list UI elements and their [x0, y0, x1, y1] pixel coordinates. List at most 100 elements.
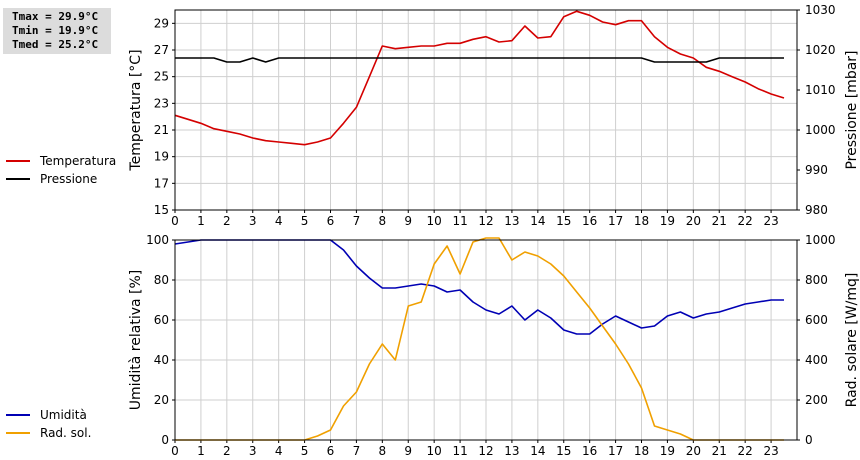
bottom-xtick-label-5: 5: [301, 444, 309, 458]
bottom-xtick-label-21: 21: [712, 444, 727, 458]
bottom-xtick-label-1: 1: [197, 444, 205, 458]
legend-item-pressione: Pressione: [6, 170, 116, 188]
top-ylabel-left: Temperatura [°C]: [128, 49, 144, 171]
bottom-ytick-right-label-4: 800: [805, 273, 828, 287]
bottom-xtick-label-19: 19: [660, 444, 675, 458]
bottom-ytick-left-label-4: 80: [154, 273, 169, 287]
legend-swatch-temperatura: [6, 160, 30, 162]
bottom-xtick-label-3: 3: [249, 444, 257, 458]
bottom-xtick-label-15: 15: [556, 444, 571, 458]
legend-swatch-radsol: [6, 432, 30, 434]
bottom-xtick-label-6: 6: [327, 444, 335, 458]
bottom-xtick-label-23: 23: [763, 444, 778, 458]
top-ytick-left-label-0: 15: [154, 203, 169, 217]
top-ytick-right-label-0: 980: [805, 203, 828, 217]
bottom-ytick-left-label-5: 100: [146, 233, 169, 247]
top-xtick-label-20: 20: [686, 214, 701, 228]
bottom-xtick-label-9: 9: [404, 444, 412, 458]
legend-label-radsol: Rad. sol.: [40, 426, 92, 440]
legend-item-temperatura: Temperatura: [6, 152, 116, 170]
legend-label-temperatura: Temperatura: [40, 154, 117, 168]
top-xtick-label-5: 5: [301, 214, 309, 228]
bottom-ytick-right-label-1: 200: [805, 393, 828, 407]
bottom-ytick-left-label-2: 40: [154, 353, 169, 367]
top-ylabel-right: Pressione [mbar]: [844, 50, 860, 169]
bottom-xtick-label-14: 14: [530, 444, 545, 458]
top-xtick-label-21: 21: [712, 214, 727, 228]
bottom-xtick-label-20: 20: [686, 444, 701, 458]
legend-swatch-pressione: [6, 178, 30, 180]
top-ytick-right-label-2: 1000: [805, 123, 836, 137]
top-ytick-left-label-1: 17: [154, 176, 169, 190]
top-ytick-right-label-3: 1010: [805, 83, 836, 97]
bottom-ylabel-left: Umidità relativa [%]: [128, 270, 144, 411]
top-ytick-left-label-3: 21: [154, 123, 169, 137]
legend-item-umidita: Umidità: [6, 406, 91, 424]
top-xtick-label-19: 19: [660, 214, 675, 228]
tmed-label: Tmed = 25.2°C: [12, 38, 99, 51]
top-series-line-0: [174, 10, 785, 146]
bottom-xtick-label-0: 0: [171, 444, 179, 458]
bottom-xtick-label-17: 17: [608, 444, 623, 458]
top-xtick-label-11: 11: [452, 214, 467, 228]
top-ytick-left-label-6: 27: [154, 43, 169, 57]
top-ytick-right-label-1: 990: [805, 163, 828, 177]
top-xtick-label-18: 18: [634, 214, 649, 228]
bottom-xtick-label-8: 8: [379, 444, 387, 458]
bottom-xtick-label-10: 10: [427, 444, 442, 458]
top-xtick-label-22: 22: [738, 214, 753, 228]
bottom-xtick-label-2: 2: [223, 444, 231, 458]
top-xtick-label-14: 14: [530, 214, 545, 228]
top-xtick-label-2: 2: [223, 214, 231, 228]
bottom-xtick-label-7: 7: [353, 444, 361, 458]
top-plot-frame: [174, 9, 798, 211]
bottom-ytick-right-label-5: 1000: [805, 233, 836, 247]
bottom-xtick-label-4: 4: [275, 444, 283, 458]
bottom-ytick-right-label-0: 0: [805, 433, 813, 447]
top-xtick-label-13: 13: [504, 214, 519, 228]
top-xtick-label-15: 15: [556, 214, 571, 228]
top-xtick-label-16: 16: [582, 214, 597, 228]
top-ytick-right-label-4: 1020: [805, 43, 836, 57]
top-xtick-label-9: 9: [404, 214, 412, 228]
top-xtick-label-8: 8: [379, 214, 387, 228]
top-xtick-label-23: 23: [763, 214, 778, 228]
bottom-xtick-label-18: 18: [634, 444, 649, 458]
top-xtick-label-1: 1: [197, 214, 205, 228]
legend-label-pressione: Pressione: [40, 172, 98, 186]
top-ytick-left-label-2: 19: [154, 150, 169, 164]
top-xtick-label-7: 7: [353, 214, 361, 228]
top-xtick-label-3: 3: [249, 214, 257, 228]
bottom-ytick-right-label-3: 600: [805, 313, 828, 327]
top-ytick-left-label-7: 29: [154, 16, 169, 30]
top-ytick-left-label-5: 25: [154, 70, 169, 84]
top-xtick-label-17: 17: [608, 214, 623, 228]
bottom-ytick-left-label-3: 60: [154, 313, 169, 327]
bottom-xtick-label-13: 13: [504, 444, 519, 458]
bottom-ytick-right-label-2: 400: [805, 353, 828, 367]
bottom-ytick-left-label-1: 20: [154, 393, 169, 407]
top-ytick-right-label-5: 1030: [805, 3, 836, 17]
bottom-xtick-label-11: 11: [452, 444, 467, 458]
top-xtick-label-12: 12: [478, 214, 493, 228]
top-xtick-label-10: 10: [427, 214, 442, 228]
bottom-xtick-label-22: 22: [738, 444, 753, 458]
tmax-label: Tmax = 29.9°C: [12, 10, 99, 23]
top-legend: Temperatura Pressione: [6, 152, 116, 188]
top-series-line-1: [175, 57, 784, 63]
bottom-xtick-label-16: 16: [582, 444, 597, 458]
legend-swatch-umidita: [6, 414, 30, 416]
legend-label-umidita: Umidità: [40, 408, 87, 422]
bottom-ylabel-right: Rad. solare [W/mq]: [844, 273, 860, 408]
top-ytick-left-label-4: 23: [154, 96, 169, 110]
stats-box: Tmax = 29.9°C Tmin = 19.9°C Tmed = 25.2°…: [3, 8, 111, 54]
top-xtick-label-4: 4: [275, 214, 283, 228]
top-xtick-label-0: 0: [171, 214, 179, 228]
bottom-ytick-left-label-0: 0: [161, 433, 169, 447]
tmin-label: Tmin = 19.9°C: [12, 24, 99, 37]
top-xtick-label-6: 6: [327, 214, 335, 228]
bottom-xtick-label-12: 12: [478, 444, 493, 458]
legend-item-radsol: Rad. sol.: [6, 424, 91, 442]
bottom-plot-frame: [174, 239, 798, 441]
